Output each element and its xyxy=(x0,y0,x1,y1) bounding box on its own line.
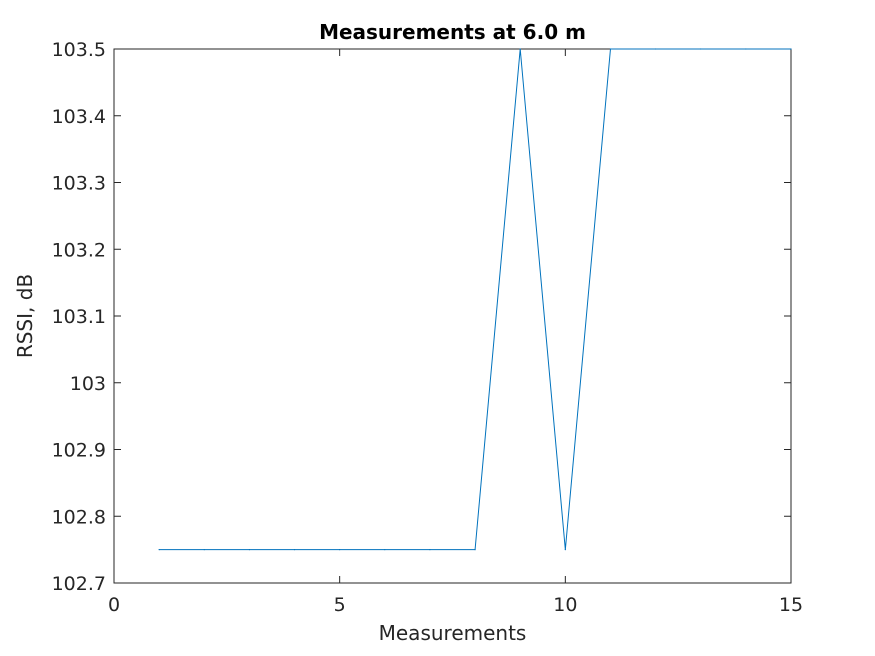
y-tick-label: 103 xyxy=(70,373,106,395)
data-point xyxy=(655,48,657,50)
chart-title: Measurements at 6.0 m xyxy=(319,20,586,44)
x-axis-label: Measurements xyxy=(379,621,527,645)
data-point xyxy=(293,549,296,551)
data-point xyxy=(790,48,792,50)
data-point xyxy=(203,549,205,551)
y-tick-label: 103.5 xyxy=(52,39,106,61)
plot-area xyxy=(113,48,792,584)
y-tick-label: 102.7 xyxy=(52,573,106,595)
data-point xyxy=(248,549,250,551)
x-tick-label: 5 xyxy=(334,594,346,616)
data-point xyxy=(519,48,521,50)
y-axis-label: RSSI, dB xyxy=(13,274,37,358)
data-point xyxy=(384,549,386,551)
y-tick-label: 103.1 xyxy=(52,306,106,328)
series-layer xyxy=(158,48,792,551)
data-point xyxy=(700,48,702,50)
y-tick-label: 103.4 xyxy=(52,106,106,128)
x-tick-label: 15 xyxy=(779,594,803,616)
data-point xyxy=(564,549,566,551)
y-tick-labels: 102.7 102.8 102.9 103 103.1 103.2 103.3 103.4 10… xyxy=(52,39,106,595)
data-point xyxy=(158,549,160,551)
data-point xyxy=(339,549,341,551)
data-point xyxy=(609,48,612,50)
y-tick-label: 103.3 xyxy=(52,173,106,195)
x-tick-label: 0 xyxy=(108,594,120,616)
y-tick-label: 102.8 xyxy=(52,506,106,528)
axis-ticks xyxy=(113,48,792,584)
y-tick-label: 102.9 xyxy=(52,440,106,462)
data-point xyxy=(429,549,431,551)
y-tick-label: 103.2 xyxy=(52,239,106,261)
data-point xyxy=(474,549,476,551)
x-tick-label: 10 xyxy=(553,594,577,616)
x-tick-labels: 0 5 10 15 xyxy=(108,594,803,616)
data-point xyxy=(745,48,747,50)
